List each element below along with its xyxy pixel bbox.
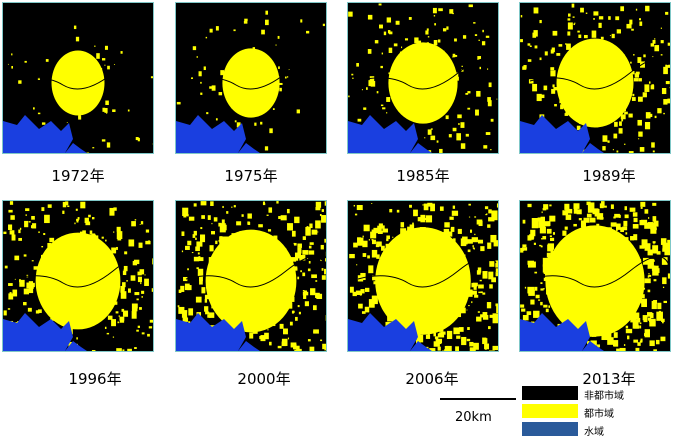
map-panel-1975 [175,2,327,154]
urban-map-1985 [348,3,498,153]
legend-swatch-water [522,422,578,436]
urban-map-2013 [520,201,670,351]
year-label-1975: 1975年 [224,167,278,185]
year-label-2013: 2013年 [582,370,636,388]
urban-map-1989 [520,3,670,153]
legend-swatch-urban [522,404,578,418]
map-panel-1996 [2,200,154,352]
urban-map-1996 [3,201,153,351]
map-panel-1985 [347,2,499,154]
year-label-2000: 2000年 [237,370,291,388]
urban-map-1972 [3,25,153,153]
year-label-1985: 1985年 [396,167,450,185]
scale-bar [440,398,516,400]
map-panel-2006 [347,200,499,352]
year-label-1996: 1996年 [68,370,122,388]
legend-label-non-urban: 非都市域 [584,391,624,402]
legend-label-urban: 都市域 [584,409,614,420]
year-label-1972: 1972年 [51,167,105,185]
scale-label: 20km [455,410,492,425]
year-label-2006: 2006年 [405,370,459,388]
map-panel-2000 [175,200,327,352]
urban-map-1975 [176,10,325,153]
map-panel-1972 [2,2,154,154]
urban-map-2000 [176,201,326,351]
map-panel-1989 [519,2,671,154]
legend-swatch-non-urban [522,386,578,400]
map-panel-2013 [519,200,671,352]
year-label-1989: 1989年 [582,167,636,185]
urban-map-2006 [348,202,498,351]
legend-label-water: 水域 [584,427,604,438]
